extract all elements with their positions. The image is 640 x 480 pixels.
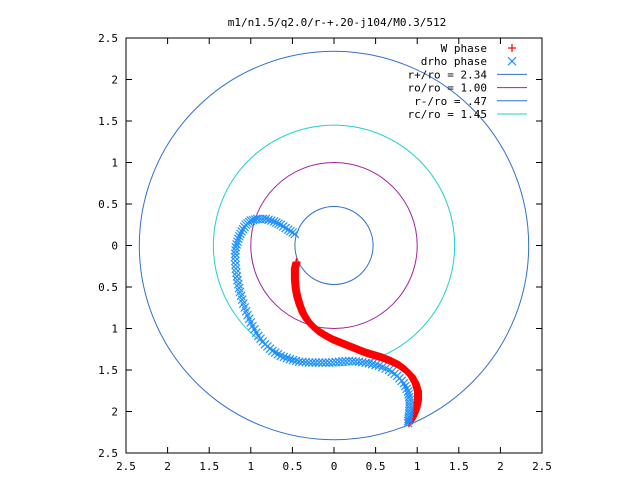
data-point: [273, 349, 283, 359]
data-point: [364, 358, 374, 368]
legend-entry: ro/ro = 1.00: [408, 82, 527, 95]
data-series: [230, 214, 423, 428]
x-tick-label: 1: [247, 460, 254, 473]
data-point: [317, 358, 327, 367]
data-point: [403, 418, 413, 428]
x-tick-label: 1.5: [199, 460, 219, 473]
x-tick-label: 2.5: [116, 460, 136, 473]
data-point: [285, 354, 295, 364]
legend-entry: rc/ro = 1.45: [408, 108, 527, 121]
series-1: [230, 214, 415, 428]
y-tick-label: 2.5: [98, 32, 118, 45]
y-tick-label: 2: [111, 74, 118, 87]
y-tick-label: 1: [111, 157, 118, 170]
data-point: [304, 358, 314, 367]
x-tick-label: 2: [497, 460, 504, 473]
y-tick-label: 0: [111, 240, 118, 253]
data-point: [288, 355, 298, 365]
data-point: [231, 264, 241, 274]
circle-3: [212, 124, 456, 367]
legend-marker: [507, 56, 517, 66]
data-point: [377, 362, 387, 372]
data-point: [399, 378, 409, 388]
data-point: [361, 358, 371, 368]
data-point: [269, 217, 279, 226]
data-point: [276, 220, 286, 230]
data-point: [403, 387, 413, 397]
data-point: [282, 353, 292, 363]
data-point: [266, 216, 276, 226]
data-point: [270, 348, 280, 357]
y-tick-label: 0.5: [98, 281, 118, 294]
data-point: [271, 218, 281, 227]
data-point: [279, 352, 289, 362]
legend-entry: r+/ro = 2.34: [408, 68, 527, 81]
legend-entry: W phase: [441, 42, 516, 55]
chart-title: m1/n1.5/q2.0/r-+.20-j104/M0.3/512: [228, 16, 447, 29]
data-point: [237, 226, 247, 236]
data-point: [311, 358, 321, 367]
data-point: [307, 358, 317, 367]
data-point: [268, 346, 277, 356]
legend-marker: [508, 44, 516, 52]
data-point: [403, 416, 413, 426]
circle-0: [138, 50, 530, 441]
data-point: [235, 231, 244, 241]
data-point: [230, 249, 240, 259]
data-point: [231, 260, 240, 270]
data-point: [404, 389, 414, 399]
data-point: [231, 268, 241, 278]
legend-label: ro/ro = 1.00: [408, 82, 487, 95]
y-tick-label: 0.5: [98, 198, 118, 211]
data-point: [371, 360, 381, 370]
y-tick-label: 2: [111, 406, 118, 419]
data-point: [230, 252, 240, 262]
series-0: [290, 258, 423, 428]
legend-label: rc/ro = 1.45: [408, 108, 487, 121]
data-point: [236, 229, 245, 239]
legend-entry: drho phase: [421, 55, 517, 68]
y-tick-label: 2.5: [98, 447, 118, 460]
data-point: [321, 358, 331, 367]
data-point: [341, 356, 351, 366]
data-point: [402, 384, 412, 394]
data-point: [233, 234, 243, 244]
x-tick-label: 2: [164, 460, 171, 473]
legend-label: r-/ro = .47: [414, 95, 487, 108]
data-point: [400, 381, 410, 391]
x-tick-label: 0: [331, 460, 338, 473]
y-tick-label: 1.5: [98, 115, 118, 128]
circle-1: [250, 162, 418, 329]
legend-label: r+/ro = 2.34: [408, 68, 488, 81]
circle-2: [294, 205, 374, 286]
data-point: [230, 256, 240, 266]
x-tick-label: 0.5: [282, 460, 302, 473]
data-point: [274, 219, 283, 229]
data-point: [233, 237, 242, 247]
x-tick-label: 0.5: [366, 460, 386, 473]
data-point: [276, 351, 286, 361]
legend-entry: r-/ro = .47: [414, 95, 527, 108]
x-tick-label: 1.5: [449, 460, 469, 473]
data-point: [367, 359, 377, 369]
y-tick-label: 1.5: [98, 364, 118, 377]
x-tick-label: 1: [414, 460, 421, 473]
legend-label: drho phase: [421, 55, 487, 68]
x-tick-label: 2.5: [532, 460, 552, 473]
axes: 2.5 2 1.5 1 0.5 0 0.5 1 1.5 2 2.52.521.510.500.511…: [98, 32, 552, 473]
legend-label: W phase: [441, 42, 487, 55]
data-point: [314, 358, 324, 367]
radius-circles: [138, 50, 530, 441]
y-tick-label: 1: [111, 323, 118, 336]
data-point: [232, 272, 242, 281]
data-point: [301, 357, 311, 367]
